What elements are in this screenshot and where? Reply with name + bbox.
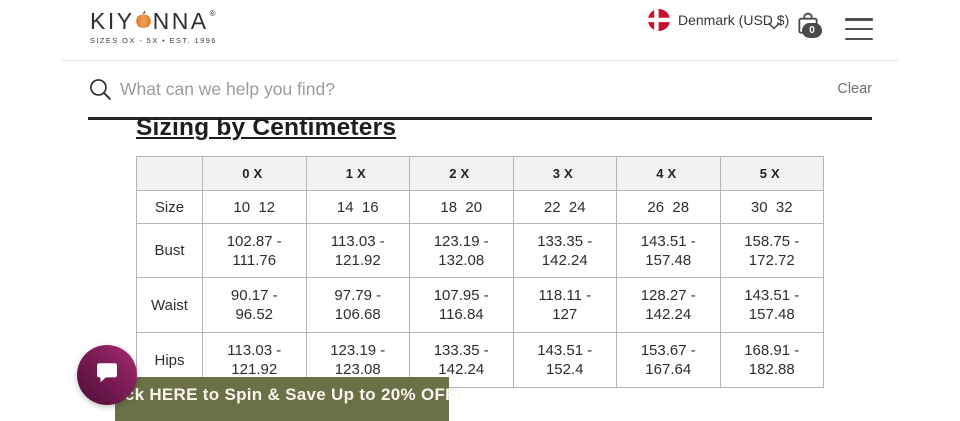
- row-label: Bust: [136, 223, 203, 278]
- table-row-size: Size 10 12 14 16 18 20 22 24 26 28 30 32: [136, 190, 824, 224]
- chevron-down-icon[interactable]: [768, 17, 780, 35]
- column-header-0x: 0X: [202, 156, 307, 191]
- search-input[interactable]: [120, 74, 660, 104]
- size-range-cell: 26 28: [616, 190, 721, 224]
- brand-text-prefix: KIY: [90, 8, 135, 34]
- sizing-table: 0X 1X 2X 3X 4X 5X Size 10 12 14 16 18 20…: [136, 156, 824, 388]
- brand-wordmark: KIY NNA ®: [90, 9, 216, 33]
- size-range-cell: 90.17 -96.52: [202, 277, 307, 333]
- size-range-cell: 22 24: [512, 190, 617, 224]
- size-range-cell: 143.51 -157.48: [719, 277, 824, 333]
- column-header-blank: [136, 156, 203, 191]
- search-icon[interactable]: [88, 77, 112, 106]
- size-range-cell: 18 20: [409, 190, 514, 224]
- hamburger-icon: [845, 18, 873, 21]
- size-range-cell: 123.19 -132.08: [409, 223, 514, 278]
- pumpkin-icon: [135, 9, 152, 33]
- brand-logo[interactable]: KIY NNA ® SIZES OX - 5X • EST. 1996: [90, 9, 217, 45]
- table-row-bust: Bust 102.87 -111.76 113.03 -121.92 123.1…: [136, 223, 824, 278]
- size-range-cell: 158.75 -172.72: [719, 223, 824, 278]
- currency-selector[interactable]: Denmark (USD $): [678, 12, 790, 28]
- logo-tagline: SIZES OX - 5X • EST. 1996: [90, 36, 217, 45]
- promo-banner[interactable]: Click HERE to Spin & Save Up to 20% OFF!: [102, 377, 462, 421]
- size-range-cell: 168.91 -182.88: [719, 332, 824, 388]
- table-header-row: 0X 1X 2X 3X 4X 5X: [136, 156, 824, 191]
- column-header-1x: 1X: [305, 156, 410, 191]
- cart-count-badge: 0: [802, 23, 822, 38]
- size-range-cell: 97.79 -106.68: [305, 277, 410, 333]
- brand-text-suffix: NNA: [152, 8, 209, 34]
- chat-button[interactable]: [77, 345, 137, 405]
- column-header-3x: 3X: [512, 156, 617, 191]
- table-row-waist: Waist 90.17 -96.52 97.79 -106.68 107.95 …: [136, 277, 824, 333]
- column-header-4x: 4X: [616, 156, 721, 191]
- row-label: Size: [136, 190, 203, 224]
- size-range-cell: 30 32: [719, 190, 824, 224]
- size-range-cell: 107.95 -116.84: [409, 277, 514, 333]
- page-title: Sizing by Centimeters: [136, 114, 397, 141]
- column-header-5x: 5X: [719, 156, 824, 191]
- search-underline: [88, 117, 872, 120]
- denmark-flag-icon[interactable]: [648, 9, 670, 31]
- chat-bubble-icon: [94, 360, 120, 391]
- row-label: Waist: [136, 277, 203, 333]
- registered-mark: ®: [209, 9, 216, 18]
- size-range-cell: 143.51 -152.4: [512, 332, 617, 388]
- cart-button[interactable]: 0: [795, 10, 822, 40]
- column-header-2x: 2X: [409, 156, 514, 191]
- size-range-cell: 102.87 -111.76: [202, 223, 307, 278]
- promo-banner-label: Click HERE to Spin & Save Up to 20% OFF!: [102, 385, 462, 404]
- clear-button[interactable]: Clear: [837, 81, 872, 97]
- size-range-cell: 153.67 -167.64: [616, 332, 721, 388]
- header-divider: [62, 60, 898, 61]
- size-range-cell: 113.03 -121.92: [305, 223, 410, 278]
- menu-button[interactable]: [845, 18, 873, 40]
- size-range-cell: 128.27 -142.24: [616, 277, 721, 333]
- size-range-cell: 133.35 -142.24: [512, 223, 617, 278]
- size-range-cell: 14 16: [305, 190, 410, 224]
- size-range-cell: 10 12: [202, 190, 307, 224]
- size-range-cell: 143.51 -157.48: [616, 223, 721, 278]
- size-range-cell: 118.11 -127: [512, 277, 617, 333]
